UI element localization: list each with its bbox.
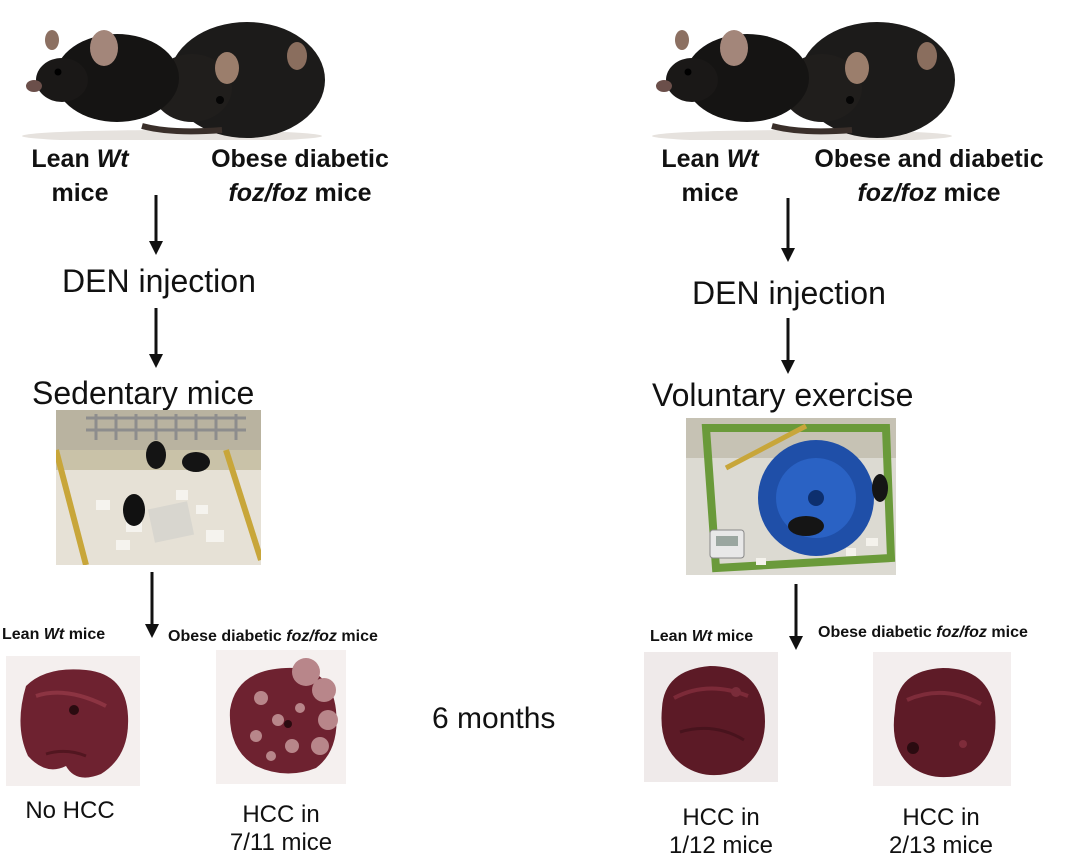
mice-text: mice [314, 179, 372, 207]
result-hcc-7-11: HCC in 7/11 mice [206, 801, 356, 857]
mice-text: mice [51, 179, 109, 207]
mice-text: mice [943, 179, 1001, 207]
result-text: HCC in [902, 804, 980, 831]
foz-text: foz/foz [936, 624, 987, 641]
liver-photo-no-hcc [6, 656, 140, 786]
wt-text: Wt [691, 628, 713, 645]
foz-text: foz/foz [857, 179, 937, 207]
liver-photo-hcc-7-11 [216, 650, 346, 784]
arrow-down-icon [145, 572, 159, 638]
sedentary-cage-photo [56, 410, 261, 565]
wt-text: Wt [43, 626, 65, 643]
lean-text: Lean [2, 626, 40, 643]
result-count: 1/12 mice [668, 832, 774, 859]
obese-text: Obese diabetic [818, 624, 932, 641]
arrow-down-icon [149, 195, 163, 255]
mice-text: mice [716, 628, 754, 645]
obese-text: Obese diabetic [168, 628, 282, 645]
obese-text: Obese and diabetic [814, 145, 1044, 173]
mice-photo-left [22, 8, 327, 140]
den-injection-right: DEN injection [692, 275, 886, 311]
arrow-down-icon [789, 584, 803, 650]
mice-text: mice [68, 626, 106, 643]
mice-text: mice [681, 179, 739, 207]
liver-photo-hcc-1-12 [644, 652, 778, 782]
result-text: HCC in [242, 801, 320, 828]
lean-text: Lean [650, 628, 688, 645]
duration-label: 6 months [432, 702, 556, 735]
lean-small-label-left: Lean Wt mice [2, 626, 105, 644]
obese-label-right: Obese and diabetic foz/foz mice [786, 142, 1072, 210]
mice-text: mice [341, 628, 378, 645]
lean-text: Lean [661, 145, 720, 173]
lean-small-label-right: Lean Wt mice [650, 628, 753, 646]
arrow-down-icon [149, 308, 163, 368]
voluntary-exercise-label: Voluntary exercise [652, 377, 914, 413]
mice-photo-right [652, 8, 957, 140]
lean-wt-label-right: Lean Wt mice [640, 142, 780, 210]
obese-small-label-left: Obese diabetic foz/foz mice [168, 628, 378, 646]
foz-text: foz/foz [286, 628, 337, 645]
exercise-wheel-photo [686, 418, 896, 575]
result-hcc-2-13: HCC in 2/13 mice [866, 804, 1016, 860]
liver-photo-hcc-2-13 [873, 652, 1011, 786]
wt-text: Wt [96, 145, 129, 173]
den-injection-left: DEN injection [62, 263, 256, 299]
result-count: 7/11 mice [229, 829, 333, 856]
result-text: No HCC [25, 797, 115, 824]
sedentary-label: Sedentary mice [32, 375, 255, 411]
arrow-down-icon [781, 318, 795, 374]
lean-text: Lean [31, 145, 90, 173]
arrow-down-icon [781, 198, 795, 262]
result-count: 2/13 mice [888, 832, 994, 859]
obese-small-label-right: Obese diabetic foz/foz mice [818, 624, 1028, 642]
result-hcc-1-12: HCC in 1/12 mice [646, 804, 796, 860]
result-text: HCC in [682, 804, 760, 831]
obese-label-left: Obese diabetic foz/foz mice [180, 142, 420, 210]
lean-wt-label-left: Lean Wt mice [10, 142, 150, 210]
mice-text: mice [991, 624, 1028, 641]
obese-text: Obese diabetic [211, 145, 389, 173]
wt-text: Wt [726, 145, 759, 173]
result-no-hcc: No HCC [0, 797, 140, 825]
foz-text: foz/foz [228, 179, 308, 207]
